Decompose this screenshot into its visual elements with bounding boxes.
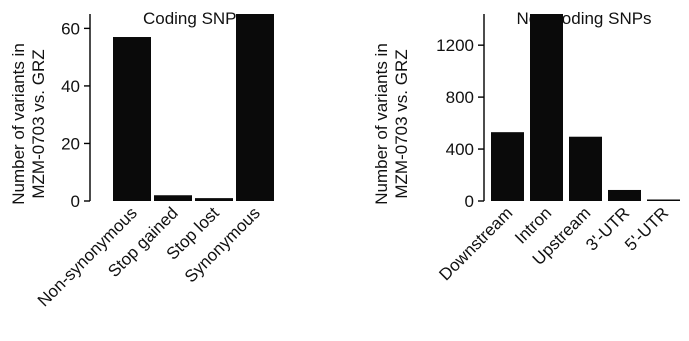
coding-bar bbox=[113, 37, 151, 202]
coding-y-axis-label-line1: Number of variants in bbox=[9, 43, 28, 205]
coding-bars bbox=[113, 14, 274, 202]
coding-y-axis-label-line2: MZM-0703 vs. GRZ bbox=[29, 49, 48, 198]
noncoding-y-axis-label-line1: Number of variants in bbox=[372, 43, 391, 205]
coding-bar bbox=[154, 195, 192, 201]
noncoding-bar bbox=[569, 136, 602, 201]
noncoding-bar bbox=[608, 189, 641, 201]
coding-y-tick-label: 20 bbox=[61, 134, 80, 153]
noncoding-y-tick-label: 400 bbox=[446, 140, 474, 159]
noncoding-y-ticks: 0 400 800 1200 bbox=[436, 36, 484, 211]
coding-y-tick-label: 40 bbox=[61, 77, 80, 96]
noncoding-bars bbox=[491, 14, 680, 201]
noncoding-y-axis-label-line2: MZM-0703 vs. GRZ bbox=[392, 49, 411, 198]
noncoding-category-label: Downstream bbox=[435, 203, 516, 284]
coding-bar bbox=[236, 14, 274, 201]
noncoding-bar bbox=[530, 14, 563, 201]
noncoding-category-label: 5'-UTR bbox=[621, 203, 672, 254]
coding-snps-panel: Coding SNPs Number of variants in MZM-07… bbox=[9, 9, 274, 310]
coding-y-tick-label: 60 bbox=[61, 19, 80, 38]
noncoding-y-tick-label: 0 bbox=[465, 192, 474, 211]
noncoding-snps-panel: Non-coding SNPs Number of variants in MZ… bbox=[372, 9, 680, 284]
noncoding-y-tick-label: 800 bbox=[446, 88, 474, 107]
coding-chart-title: Coding SNPs bbox=[143, 9, 245, 28]
noncoding-bar bbox=[491, 132, 524, 201]
noncoding-y-tick-label: 1200 bbox=[436, 36, 474, 55]
noncoding-bar bbox=[647, 199, 680, 201]
coding-y-tick-label: 0 bbox=[71, 192, 80, 211]
coding-y-ticks: 0 20 40 60 bbox=[61, 19, 90, 211]
coding-bar bbox=[195, 198, 233, 201]
